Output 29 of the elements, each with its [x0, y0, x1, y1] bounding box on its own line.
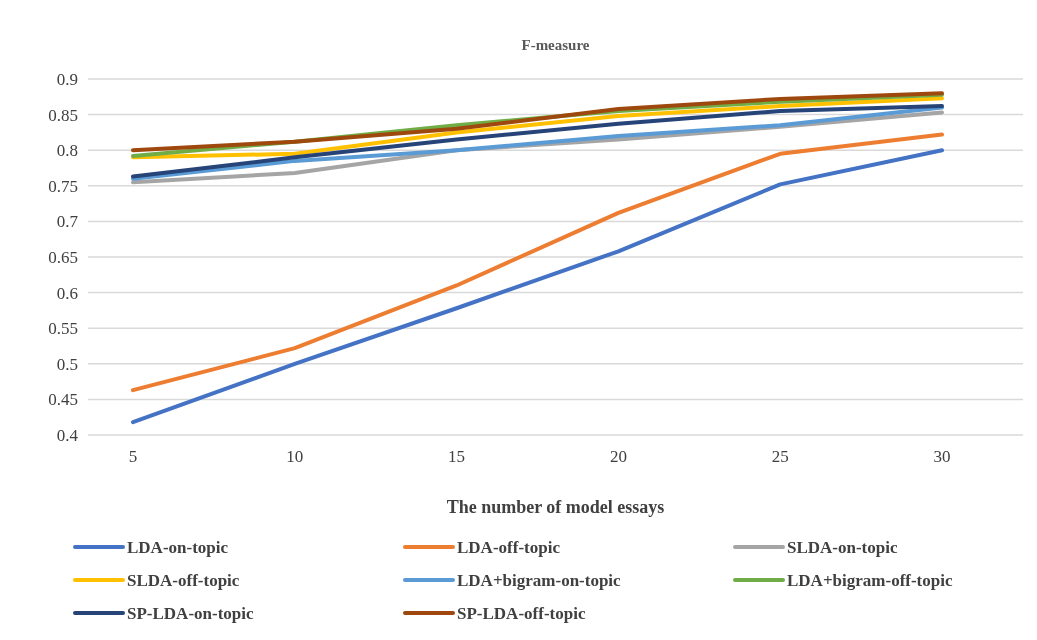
y-tick-label: 0.5	[56, 354, 78, 374]
line-series	[131, 132, 944, 393]
y-tick-label: 0.6	[56, 283, 78, 303]
y-tick-label: 0.85	[48, 105, 78, 125]
x-tick-label: 10	[286, 447, 304, 466]
legend-label: SLDA-on-topic	[787, 537, 898, 557]
y-tick-label: 0.4	[56, 425, 79, 445]
y-tick-label: 0.8	[56, 141, 78, 161]
legend-label: LDA-on-topic	[127, 537, 229, 557]
legend-label: SP-LDA-on-topic	[127, 603, 255, 623]
y-tick-label: 0.75	[48, 176, 78, 196]
y-tick-label: 0.65	[48, 247, 78, 267]
legend-label: LDA-off-topic	[457, 537, 561, 557]
x-tick-label: 15	[448, 447, 466, 466]
x-tick-label: 30	[933, 447, 951, 466]
y-tick-label: 0.9	[56, 69, 78, 89]
x-tick-label: 25	[771, 447, 789, 466]
y-tick-label: 0.7	[56, 212, 79, 232]
legend-label: SLDA-off-topic	[127, 570, 240, 590]
x-axis-title: The number of model essays	[446, 497, 665, 517]
legend-label: LDA+bigram-on-topic	[457, 570, 622, 590]
x-tick-label: 5	[128, 447, 138, 466]
line-series	[131, 148, 944, 425]
y-tick-label: 0.45	[48, 390, 78, 410]
legend-label: LDA+bigram-off-topic	[787, 570, 953, 590]
x-tick-label: 20	[609, 447, 627, 466]
y-tick-label: 0.55	[48, 319, 78, 339]
chart-title: F-measure	[521, 37, 590, 53]
legend-label: SP-LDA-off-topic	[457, 603, 586, 623]
